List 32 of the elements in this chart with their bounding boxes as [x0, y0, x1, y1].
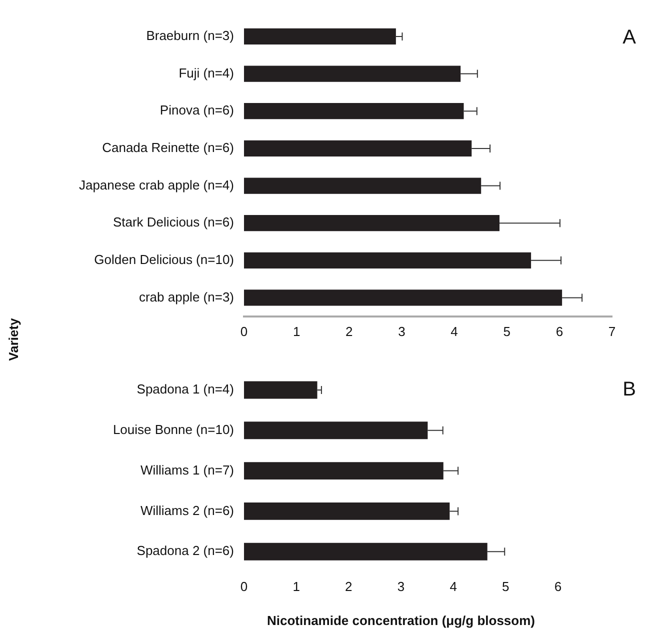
y-tick-label: Spadona 1 (n=4)	[136, 382, 234, 397]
y-tick-label: Stark Delicious (n=6)	[112, 214, 234, 230]
x-axis-title: Nicotinamide concentration (μg/g blossom)	[267, 612, 535, 628]
y-tick-label: Golden Delicious (n=10)	[94, 252, 234, 267]
y-tick-label: Williams 1 (n=7)	[140, 462, 234, 478]
y-axis-title: Variety	[6, 318, 21, 361]
y-tick-label: Pinova (n=6)	[160, 102, 234, 118]
y-tick-label: Louise Bonne (n=10)	[112, 422, 234, 437]
x-tick-label: 4	[450, 324, 458, 339]
text: A	[622, 26, 637, 48]
x-tick-label: 4	[450, 579, 457, 594]
x-tick-label: 6	[556, 324, 564, 339]
x-tick-label: 0	[240, 324, 248, 339]
x-tick-label: 5	[502, 579, 510, 594]
x-tick-label: 7	[608, 324, 616, 339]
x-tick-label: 6	[554, 579, 562, 594]
x-tick-label: 1	[292, 579, 300, 594]
x-tick-label: 2	[346, 324, 353, 339]
text: B	[622, 378, 636, 400]
y-tick-label: Japanese crab apple (n=4)	[78, 177, 234, 192]
y-tick-label: Fuji (n=4)	[178, 65, 234, 80]
x-tick-label: 1	[292, 324, 300, 339]
x-tick-label: 2	[345, 579, 352, 594]
y-tick-label: crab apple (n=3)	[138, 289, 234, 304]
x-tick-label: 0	[240, 579, 248, 594]
x-tick-label: 3	[397, 579, 405, 594]
y-tick-label: Canada Reinette (n=6)	[102, 140, 234, 156]
x-tick-label: 3	[398, 324, 406, 339]
x-tick-label: 5	[503, 324, 510, 339]
y-tick-label: Braeburn (n=3)	[146, 28, 234, 44]
y-tick-label: Spadona 2 (n=6)	[136, 543, 234, 558]
y-tick-label: Williams 2 (n=6)	[140, 502, 234, 518]
